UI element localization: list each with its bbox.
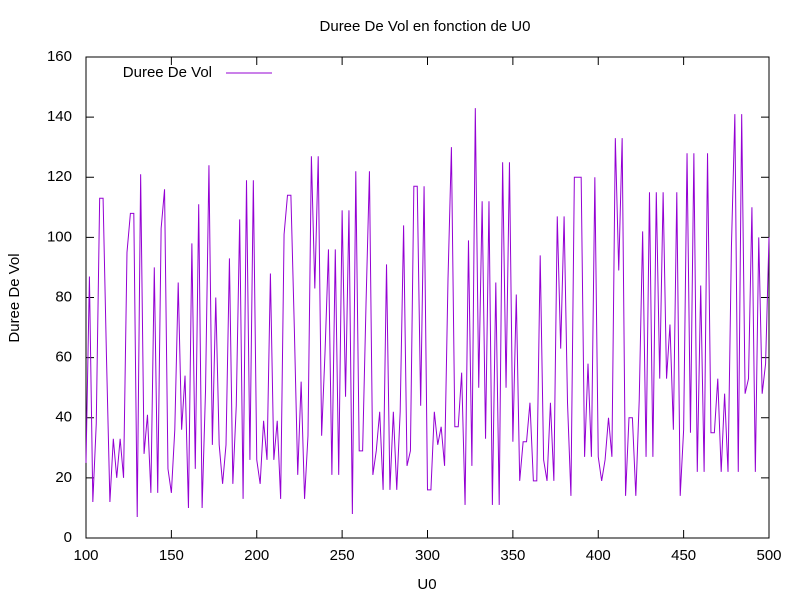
x-tick-label: 400 (586, 547, 611, 564)
y-axis-label: Duree De Vol (6, 253, 23, 342)
x-tick-label: 100 (73, 547, 98, 564)
y-tick-label: 0 (64, 529, 72, 546)
x-tick-label: 250 (330, 547, 355, 564)
y-tick-label: 100 (47, 228, 72, 245)
x-tick-label: 500 (756, 547, 781, 564)
y-tick-label: 80 (55, 288, 72, 305)
y-tick-label: 20 (55, 469, 72, 486)
chart-title: Duree De Vol en fonction de U0 (320, 18, 531, 35)
y-tick-label: 40 (55, 409, 72, 426)
x-tick-label: 450 (671, 547, 696, 564)
x-tick-label: 300 (415, 547, 440, 564)
y-tick-label: 160 (47, 48, 72, 65)
y-tick-label: 140 (47, 108, 72, 125)
x-tick-label: 150 (159, 547, 184, 564)
y-tick-label: 60 (55, 349, 72, 366)
x-tick-label: 200 (244, 547, 269, 564)
x-tick-label: 350 (500, 547, 525, 564)
legend-label: Duree De Vol (123, 64, 212, 81)
data-line (85, 108, 770, 517)
x-axis-label: U0 (417, 576, 436, 593)
y-tick-label: 120 (47, 168, 72, 185)
